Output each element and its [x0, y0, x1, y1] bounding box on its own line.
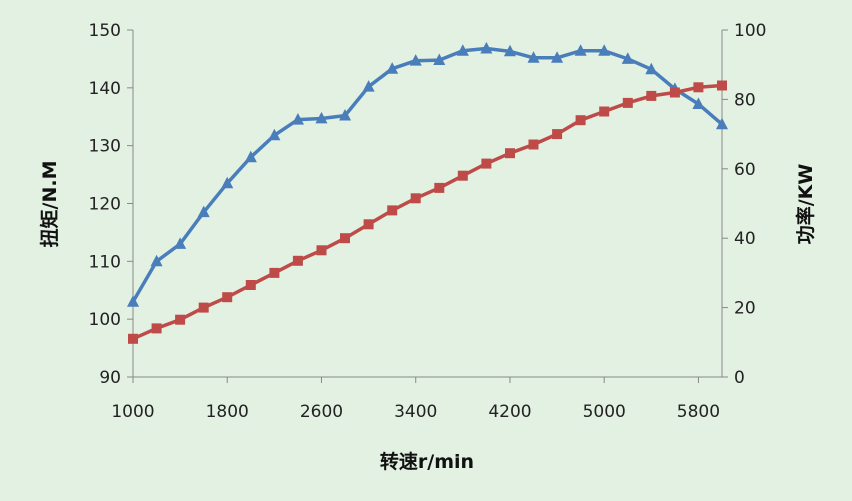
- series-2-point: [717, 80, 727, 91]
- right-y-axis-title: 功率/KW: [794, 164, 817, 245]
- series-1-point: [621, 52, 634, 64]
- right-y-tick-label: 40: [734, 229, 756, 249]
- series-2-point: [245, 280, 256, 290]
- x-tick-label: 5800: [677, 402, 720, 422]
- series-1-point: [339, 109, 352, 121]
- series-2-point: [316, 245, 327, 256]
- series-2-point: [363, 219, 374, 230]
- series-1-point: [456, 44, 469, 56]
- series-1-point: [527, 51, 540, 63]
- x-axis-title: 转速r/min: [380, 450, 474, 473]
- series-1-point: [716, 117, 728, 130]
- x-tick-label: 5000: [583, 402, 626, 422]
- right-y-tick-label: 20: [734, 299, 756, 319]
- left-y-axis-title: 扭矩/N.M: [38, 161, 61, 248]
- series-2-point: [552, 129, 563, 140]
- axes-group: [132, 30, 723, 378]
- series-2-point: [434, 182, 445, 193]
- right-y-tick-label: 80: [734, 90, 756, 110]
- series-1-point: [291, 113, 304, 125]
- series-2-point: [292, 255, 303, 266]
- left-y-tick-label: 100: [89, 310, 121, 330]
- series-1-point: [174, 237, 187, 249]
- series-2-point: [599, 106, 610, 117]
- series-2-point: [622, 97, 633, 108]
- x-tick-label: 1000: [111, 402, 154, 422]
- left-y-tick-label: 110: [89, 252, 121, 272]
- series-2-point: [505, 148, 515, 159]
- series-1-point: [221, 176, 234, 189]
- series-1-point: [551, 51, 564, 63]
- right-y-tick-label: 0: [734, 368, 745, 388]
- series-1-point: [574, 44, 587, 56]
- left-y-tick-label: 130: [89, 137, 121, 157]
- series-1-point: [480, 41, 493, 54]
- series-2-point: [646, 90, 657, 101]
- series-1-point: [692, 97, 705, 109]
- left-y-tick-label: 120: [89, 195, 121, 215]
- right-y-tick-label: 60: [734, 160, 756, 180]
- x-tick-label: 3400: [394, 402, 437, 422]
- series-2-point: [340, 233, 350, 244]
- series-2-point: [528, 139, 539, 150]
- series-2-point: [151, 323, 162, 334]
- x-tick-label: 4200: [488, 402, 531, 422]
- series-1-point: [362, 80, 375, 92]
- series-2-point: [481, 158, 492, 169]
- series-1-point: [503, 44, 516, 57]
- series-1-point: [315, 111, 328, 124]
- series-2-point: [387, 205, 398, 216]
- series-1-point: [150, 254, 163, 267]
- series-1-point: [598, 44, 611, 56]
- series-1-line: [131, 46, 724, 303]
- x-tick-label: 1800: [206, 402, 249, 422]
- series-1-point: [127, 295, 140, 307]
- series-2-point: [222, 292, 233, 303]
- tick-labels-group: 90 100 110 120 130 140 150 0 20 40 60 80 100 1000 1800…: [89, 21, 767, 422]
- series-1-point: [244, 150, 257, 163]
- series-2-point: [575, 115, 586, 126]
- series-1-point: [433, 53, 446, 65]
- series-2-line: [132, 83, 723, 341]
- series-2-point: [410, 193, 421, 204]
- series-1-point: [645, 62, 658, 75]
- series-1-point: [386, 62, 399, 74]
- series-2-point: [175, 314, 186, 325]
- series-2-point: [269, 267, 280, 278]
- series-2-point: [669, 87, 680, 98]
- series-1-point: [268, 128, 281, 141]
- left-y-tick-label: 90: [99, 368, 121, 388]
- series-1-point: [409, 54, 422, 66]
- x-tick-label: 2600: [300, 402, 343, 422]
- series-1-point: [197, 205, 210, 218]
- right-y-tick-label: 100: [734, 21, 766, 41]
- series-2-point: [198, 302, 209, 313]
- series-group: [127, 41, 728, 344]
- series-2-point: [457, 170, 468, 181]
- series-2-point: [128, 333, 138, 344]
- series-2-point: [693, 82, 704, 93]
- left-y-tick-label: 140: [89, 79, 121, 99]
- left-y-tick-label: 150: [89, 21, 121, 41]
